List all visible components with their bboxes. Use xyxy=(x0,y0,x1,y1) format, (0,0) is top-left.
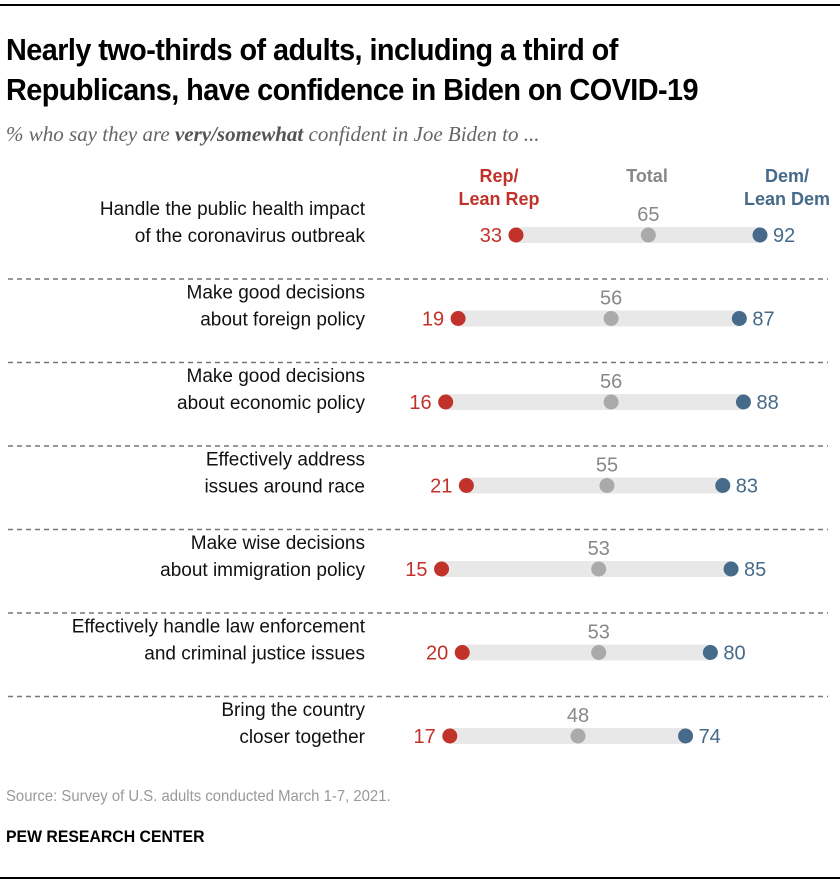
value-label-dem: 87 xyxy=(752,309,774,331)
dot-dem xyxy=(715,478,731,493)
dot-total xyxy=(603,394,619,410)
range-bar xyxy=(515,227,761,243)
category-label: about immigration policy xyxy=(160,560,365,581)
dot-dem xyxy=(702,645,718,660)
value-label-total: 55 xyxy=(596,455,618,477)
category-label: Bring the country xyxy=(221,700,365,721)
range-bar xyxy=(462,644,711,661)
source-note: Source: Survey of U.S. adults conducted … xyxy=(6,788,391,805)
dot-total xyxy=(591,561,607,577)
value-label-rep: 16 xyxy=(409,392,431,414)
dot-total xyxy=(591,645,607,660)
value-label-rep: 20 xyxy=(426,643,448,665)
range-bar xyxy=(441,561,732,577)
legend-label-dem: Dem/ xyxy=(765,166,809,186)
value-label-dem: 83 xyxy=(736,476,758,498)
category-label: about economic policy xyxy=(177,393,365,414)
dot-rep xyxy=(454,645,470,660)
category-label: and criminal justice issues xyxy=(144,644,365,665)
dot-dem xyxy=(752,227,768,243)
dot-plot: Rep/Lean Rep Total Dem/Lean Dem Handle the … xyxy=(8,166,830,748)
range-bar xyxy=(458,310,740,327)
value-label-dem: 88 xyxy=(756,392,778,414)
legend-label-rep: Lean Rep xyxy=(458,189,539,209)
category-label: Effectively handle law enforcement xyxy=(72,617,366,638)
dot-dem xyxy=(731,311,747,326)
bottom-rule xyxy=(0,877,840,879)
top-rule xyxy=(0,4,840,6)
value-label-dem: 80 xyxy=(723,643,745,665)
dot-total xyxy=(570,728,586,744)
value-label-dem: 92 xyxy=(773,225,795,247)
subtitle-suffix: confident in Joe Biden to ... xyxy=(303,122,540,146)
pew-logo-text: PEW RESEARCH CENTER xyxy=(6,827,205,846)
subtitle-prefix: % who say they are xyxy=(6,122,175,146)
category-label: Make good decisions xyxy=(187,366,366,387)
dot-rep xyxy=(434,561,450,577)
dot-total xyxy=(640,227,656,243)
value-label-dem: 85 xyxy=(744,559,766,581)
dot-rep xyxy=(458,478,474,493)
category-label: closer together xyxy=(239,727,365,748)
legend-label-total: Total xyxy=(626,166,668,186)
dot-total xyxy=(603,311,619,326)
value-label-total: 53 xyxy=(588,538,610,560)
value-label-total: 65 xyxy=(637,204,659,226)
value-label-dem: 74 xyxy=(699,726,721,748)
range-bar xyxy=(445,394,744,410)
subtitle-emphasis: very/somewhat xyxy=(174,122,304,146)
value-label-total: 53 xyxy=(588,622,610,644)
dot-total xyxy=(599,478,615,493)
value-label-rep: 19 xyxy=(422,309,444,331)
value-label-rep: 17 xyxy=(414,726,436,748)
category-label: of the coronavirus outbreak xyxy=(135,226,366,247)
dot-rep xyxy=(508,227,524,243)
category-label: about foreign policy xyxy=(200,310,365,331)
dot-rep xyxy=(442,728,458,744)
range-bar xyxy=(466,477,723,494)
category-label: issues around race xyxy=(204,477,365,498)
value-label-rep: 21 xyxy=(430,476,452,498)
value-label-rep: 33 xyxy=(480,225,502,247)
legend-label-rep: Rep/ xyxy=(479,166,518,186)
dot-rep xyxy=(438,394,454,410)
value-label-total: 56 xyxy=(600,371,622,393)
range-bar xyxy=(449,728,686,744)
value-label-rep: 15 xyxy=(405,559,427,581)
legend-label-dem: Lean Dem xyxy=(744,189,830,209)
category-label: Make good decisions xyxy=(187,283,366,304)
dot-dem xyxy=(678,728,694,744)
category-label: Handle the public health impact xyxy=(100,199,366,220)
chart-subtitle: % who say they are very/somewhat confide… xyxy=(6,122,539,147)
chart-title: Nearly two-thirds of adults, including a… xyxy=(6,32,699,107)
category-label: Effectively address xyxy=(206,450,365,471)
value-label-total: 56 xyxy=(600,288,622,310)
value-label-total: 48 xyxy=(567,705,589,727)
dot-dem xyxy=(723,561,739,577)
dot-rep xyxy=(450,311,466,326)
dot-dem xyxy=(735,394,751,410)
category-label: Make wise decisions xyxy=(191,533,365,554)
